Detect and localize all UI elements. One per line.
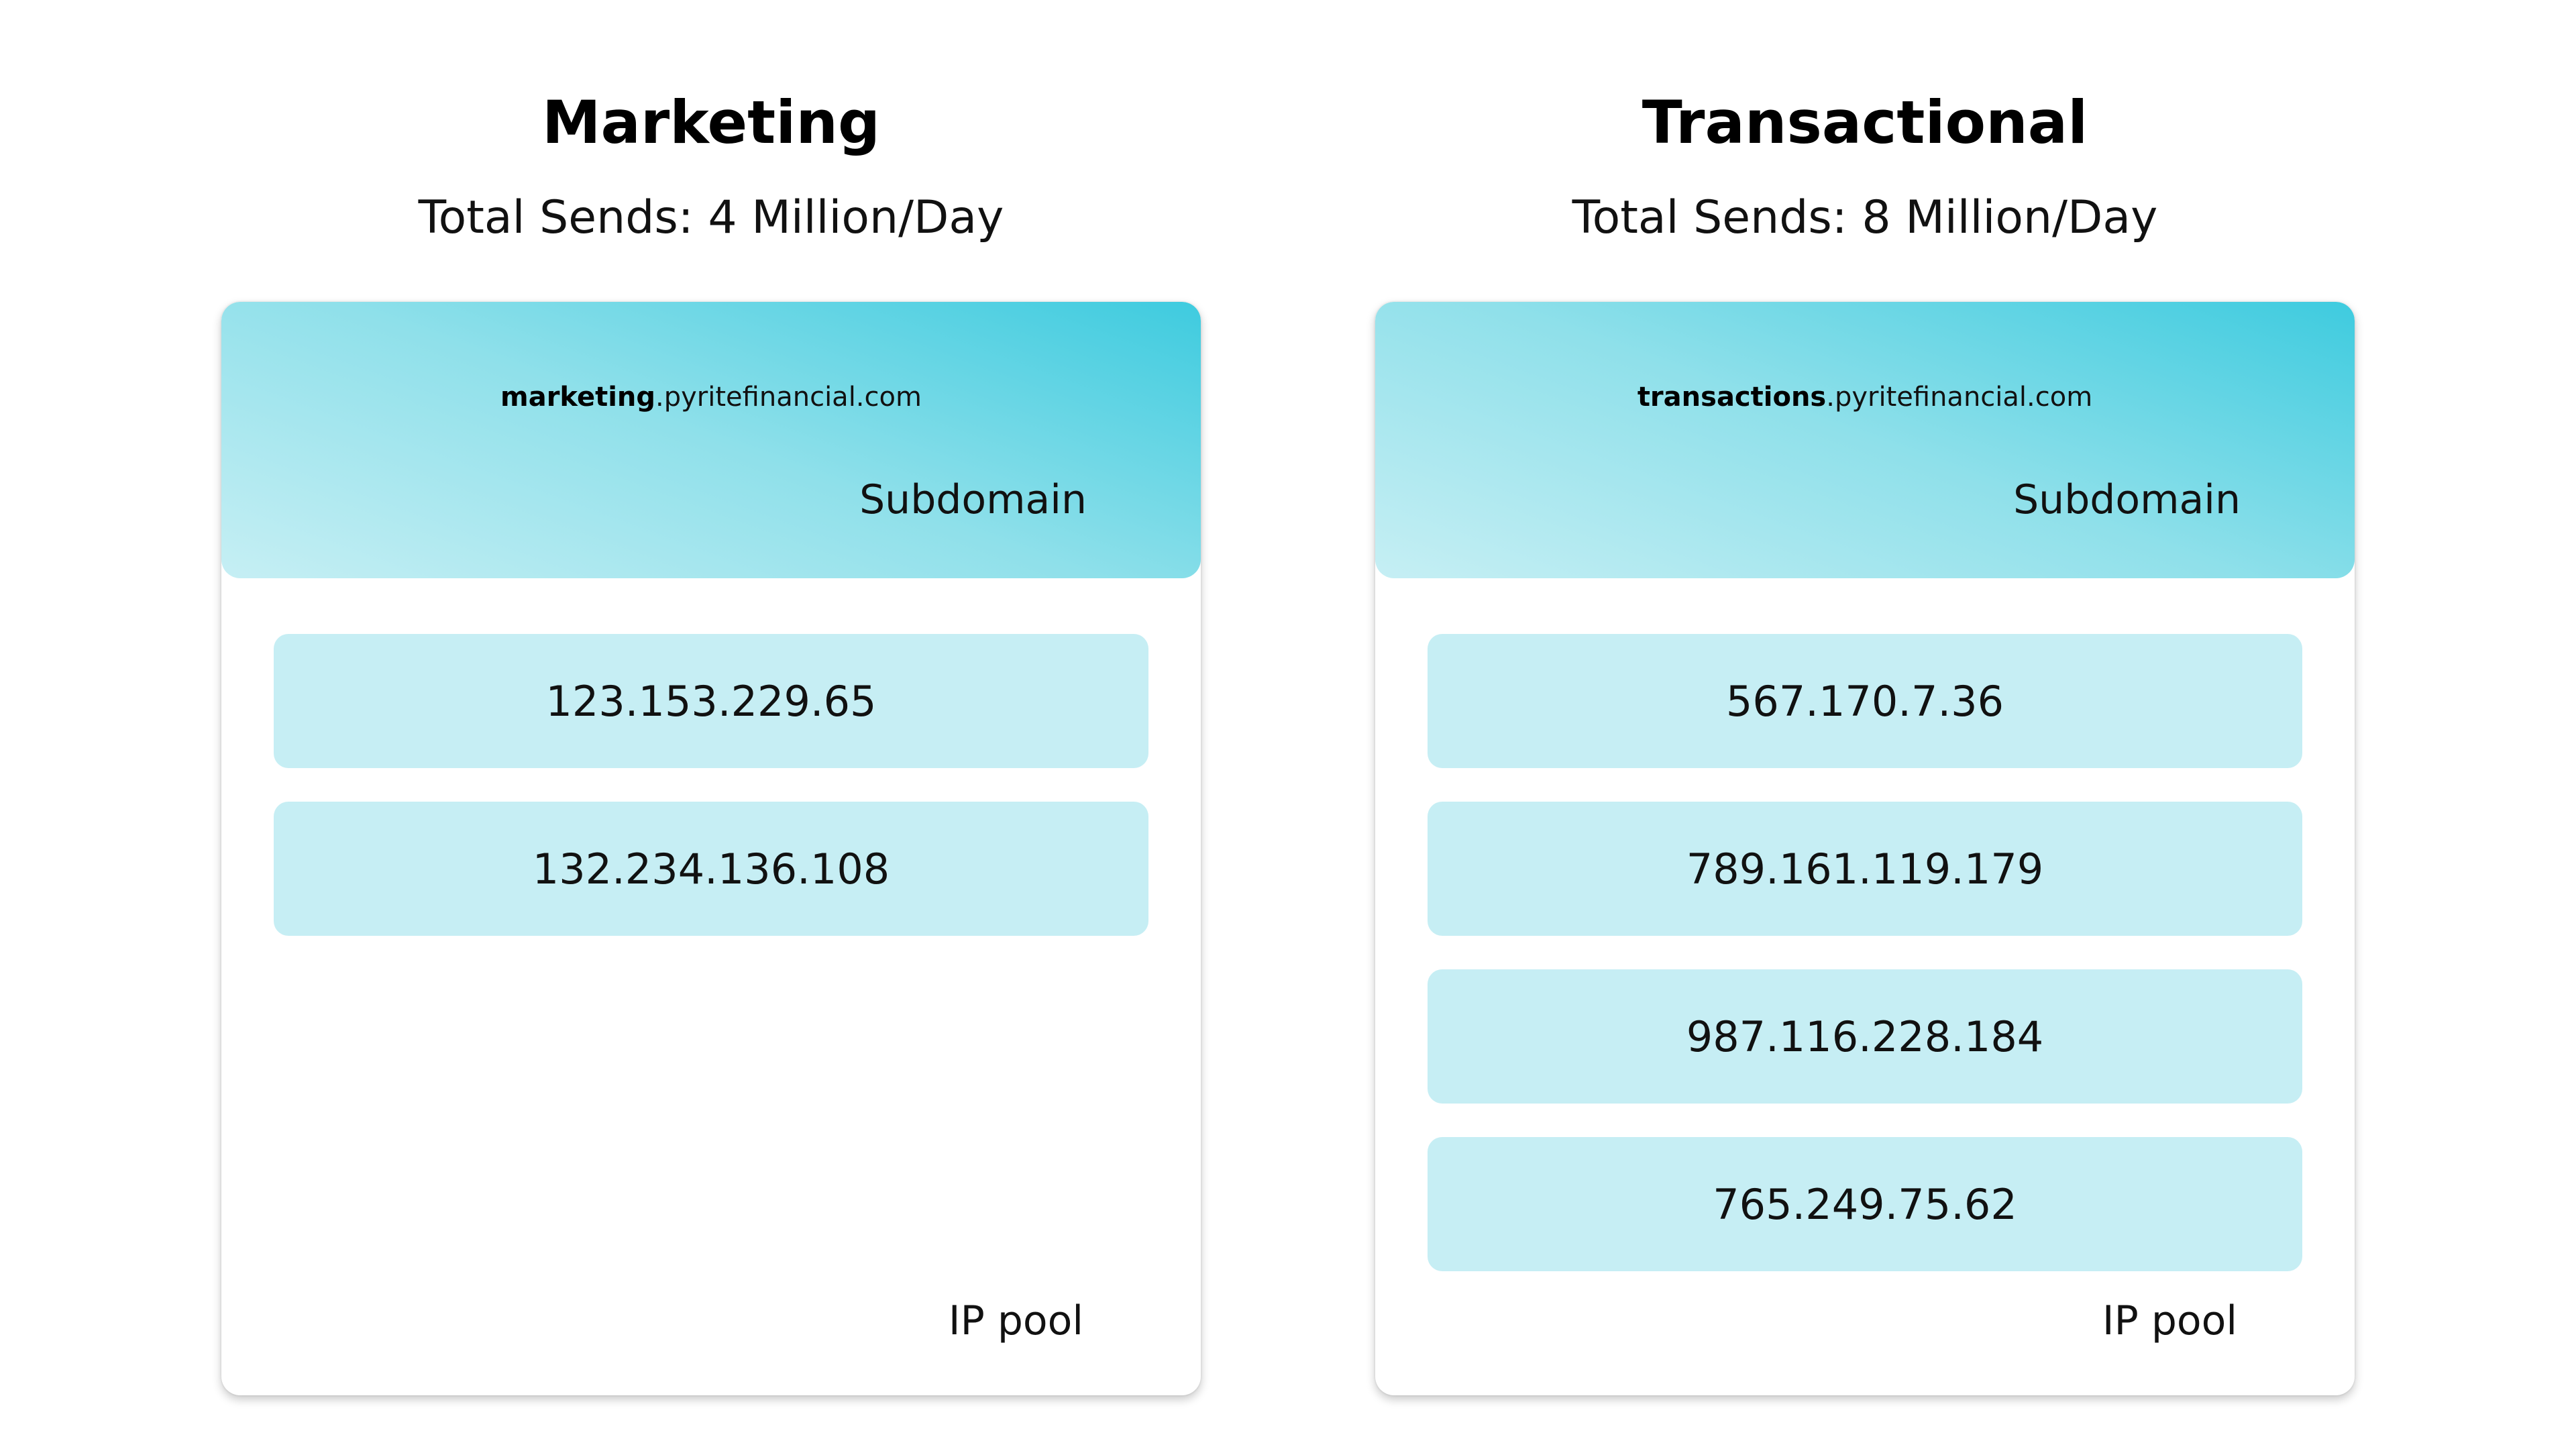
transactional-ip-list: 567.170.7.36 789.161.119.179 987.116.228… (1428, 634, 2302, 1305)
ip-address-row: 789.161.119.179 (1428, 802, 2302, 936)
transactional-domain-prefix: transactions (1637, 382, 1827, 413)
ip-address-row: 132.234.136.108 (274, 802, 1148, 936)
transactional-card: transactions.pyritefinancial.com Subdoma… (1375, 302, 2355, 1395)
transactional-title: Transactional (1642, 88, 2088, 157)
ip-address-row: 987.116.228.184 (1428, 969, 2302, 1104)
transactional-subdomain-header: transactions.pyritefinancial.com Subdoma… (1375, 302, 2355, 578)
marketing-domain: marketing.pyritefinancial.com (221, 382, 1201, 412)
ip-address-row: 123.153.229.65 (274, 634, 1148, 768)
transactional-ip-pool-label: IP pool (2102, 1297, 2237, 1344)
marketing-ip-list: 123.153.229.65 132.234.136.108 (274, 634, 1148, 969)
transactional-domain: transactions.pyritefinancial.com (1375, 382, 2355, 412)
marketing-subdomain-label: Subdomain (859, 476, 1087, 523)
marketing-domain-prefix: marketing (500, 382, 656, 413)
transactional-subdomain-label: Subdomain (2013, 476, 2241, 523)
marketing-total-sends: Total Sends: 4 Million/Day (418, 191, 1004, 244)
marketing-domain-suffix: .pyritefinancial.com (655, 382, 922, 413)
marketing-card: marketing.pyritefinancial.com Subdomain … (221, 302, 1201, 1395)
ip-address-row: 567.170.7.36 (1428, 634, 2302, 768)
marketing-ip-pool-label: IP pool (948, 1297, 1083, 1344)
ip-address-row: 765.249.75.62 (1428, 1137, 2302, 1271)
transactional-domain-suffix: .pyritefinancial.com (1826, 382, 2093, 413)
marketing-subdomain-header: marketing.pyritefinancial.com Subdomain (221, 302, 1201, 578)
marketing-title: Marketing (541, 88, 881, 157)
transactional-total-sends: Total Sends: 8 Million/Day (1572, 191, 2158, 244)
